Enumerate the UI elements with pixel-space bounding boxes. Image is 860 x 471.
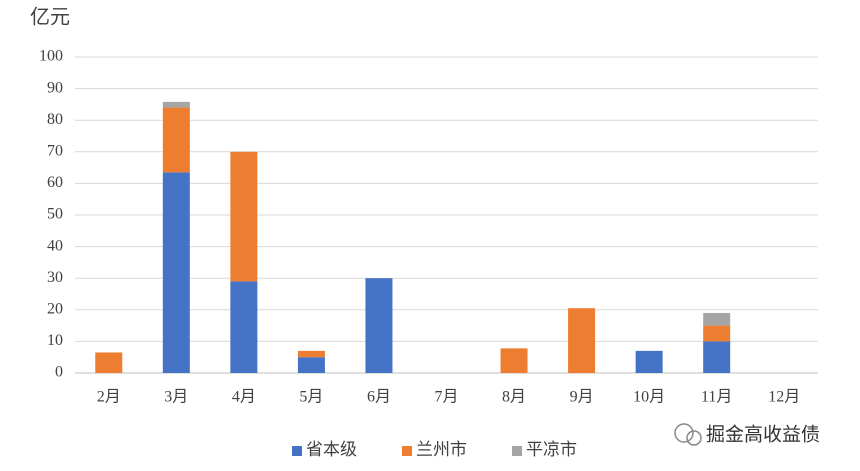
bar-segment	[635, 350, 663, 373]
bar-segment	[297, 350, 325, 358]
x-tick-label: 8月	[502, 389, 526, 406]
bar-segment	[162, 172, 190, 373]
watermark: 掘金高收益债	[674, 423, 820, 446]
y-tick-label: 40	[47, 237, 63, 254]
bar-segment	[297, 357, 325, 373]
legend-swatch	[292, 446, 302, 456]
bar-segment	[365, 278, 393, 373]
x-tick-label: 3月	[164, 389, 188, 406]
legend-label: 省本级	[306, 440, 357, 459]
bar-segment	[568, 308, 596, 373]
y-tick-label: 50	[47, 206, 63, 223]
watermark-text: 掘金高收益债	[706, 424, 820, 446]
x-tick-label: 5月	[299, 389, 323, 406]
bar-segment	[230, 151, 258, 282]
y-tick-label: 70	[47, 142, 63, 159]
x-tick-label: 7月	[434, 389, 458, 406]
x-tick-label: 11月	[701, 389, 732, 406]
y-tick-label: 100	[39, 48, 63, 65]
bar-segment	[230, 281, 258, 373]
y-axis-label: 亿元	[30, 6, 70, 29]
x-tick-label: 12月	[768, 389, 800, 406]
legend-swatch	[402, 446, 412, 456]
bar-segment	[500, 348, 528, 373]
bar-segment	[162, 101, 190, 108]
x-tick-label: 10月	[633, 389, 665, 406]
bar-segment	[703, 312, 731, 326]
y-tick-label: 10	[47, 332, 63, 349]
watermark-icon	[686, 430, 702, 446]
x-tick-label: 9月	[570, 389, 594, 406]
bar-segment	[162, 107, 190, 173]
x-tick-label: 6月	[367, 389, 391, 406]
bar-segment	[703, 341, 731, 373]
y-tick-label: 90	[47, 79, 63, 96]
y-tick-label: 0	[55, 364, 63, 381]
watermark-icon	[674, 423, 694, 443]
bar-segment	[703, 325, 731, 342]
bar-segment	[95, 352, 123, 373]
legend-swatch	[512, 446, 522, 456]
legend-label: 平凉市	[526, 440, 577, 459]
y-tick-label: 60	[47, 174, 63, 191]
x-tick-label: 2月	[97, 389, 121, 406]
x-tick-label: 4月	[232, 389, 256, 406]
y-tick-label: 80	[47, 111, 63, 128]
legend-label: 兰州市	[416, 440, 467, 459]
y-tick-label: 20	[47, 300, 63, 317]
y-tick-label: 30	[47, 269, 63, 286]
